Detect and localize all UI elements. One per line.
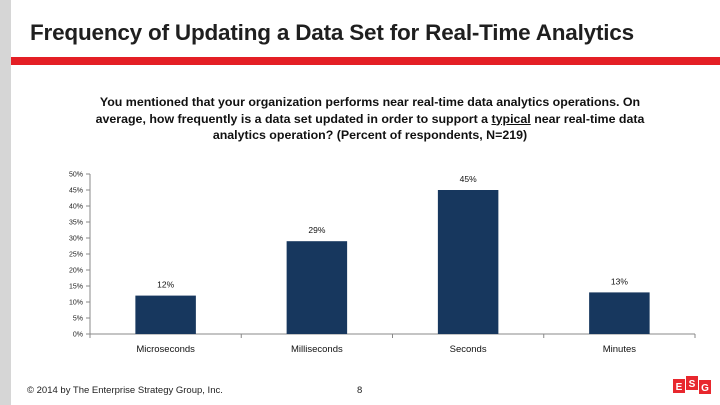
y-tick-label: 40% — [69, 204, 83, 211]
bar-minutes — [589, 292, 650, 334]
title-red-rule — [11, 57, 720, 65]
y-tick-label: 0% — [73, 332, 83, 339]
logo-block-3 — [699, 380, 711, 394]
value-label-seconds: 45% — [460, 174, 477, 184]
x-axis: Microseconds Milliseconds Seconds Minutes — [89, 333, 696, 355]
question-text-end: near real-time data analytics operation?… — [212, 111, 645, 143]
y-tick-label: 20% — [69, 268, 83, 275]
category-label-minutes: Minutes — [603, 344, 637, 355]
data-labels: 12% 29% 45% 13% — [157, 174, 628, 290]
bar-series — [135, 190, 650, 334]
esg-logo: E S G — [673, 376, 711, 394]
logo-block-1 — [673, 379, 685, 393]
y-tick-label: 25% — [69, 252, 83, 259]
y-tick-label: 45% — [69, 188, 83, 195]
slide-title: Frequency of Updating a Data Set for Rea… — [30, 20, 634, 45]
logo-letter-3: G — [701, 383, 709, 394]
y-tick-label: 50% — [69, 172, 83, 179]
value-label-milliseconds: 29% — [308, 225, 325, 235]
survey-question: You mentioned that your organization per… — [90, 94, 650, 144]
y-axis: 0% 5% 10% 15% 20% 25% 30% 35% 40% 45% 50% — [69, 172, 91, 339]
category-label-milliseconds: Milliseconds — [291, 344, 343, 355]
category-label-seconds: Seconds — [450, 344, 487, 355]
y-tick-label: 5% — [73, 316, 83, 323]
bar-microseconds — [135, 295, 196, 334]
logo-block-2 — [686, 376, 698, 390]
y-tick-label: 10% — [69, 300, 83, 307]
left-decorative-band — [0, 0, 11, 405]
bar-milliseconds — [286, 241, 348, 334]
footer-copyright: © 2014 by The Enterprise Strategy Group,… — [27, 385, 223, 396]
bar-seconds — [437, 190, 499, 334]
logo-letter-1: E — [676, 382, 683, 393]
category-label-microseconds: Microseconds — [136, 344, 195, 355]
y-tick-label: 35% — [69, 220, 83, 227]
question-text-start: You mentioned that your organization per… — [95, 95, 641, 126]
question-underlined-word: typical — [491, 111, 531, 126]
y-tick-label: 15% — [69, 284, 83, 291]
y-tick-label: 30% — [69, 236, 83, 243]
value-label-microseconds: 12% — [157, 280, 174, 290]
logo-letter-2: S — [689, 379, 696, 390]
page-number: 8 — [357, 385, 363, 396]
value-label-minutes: 13% — [611, 276, 628, 286]
